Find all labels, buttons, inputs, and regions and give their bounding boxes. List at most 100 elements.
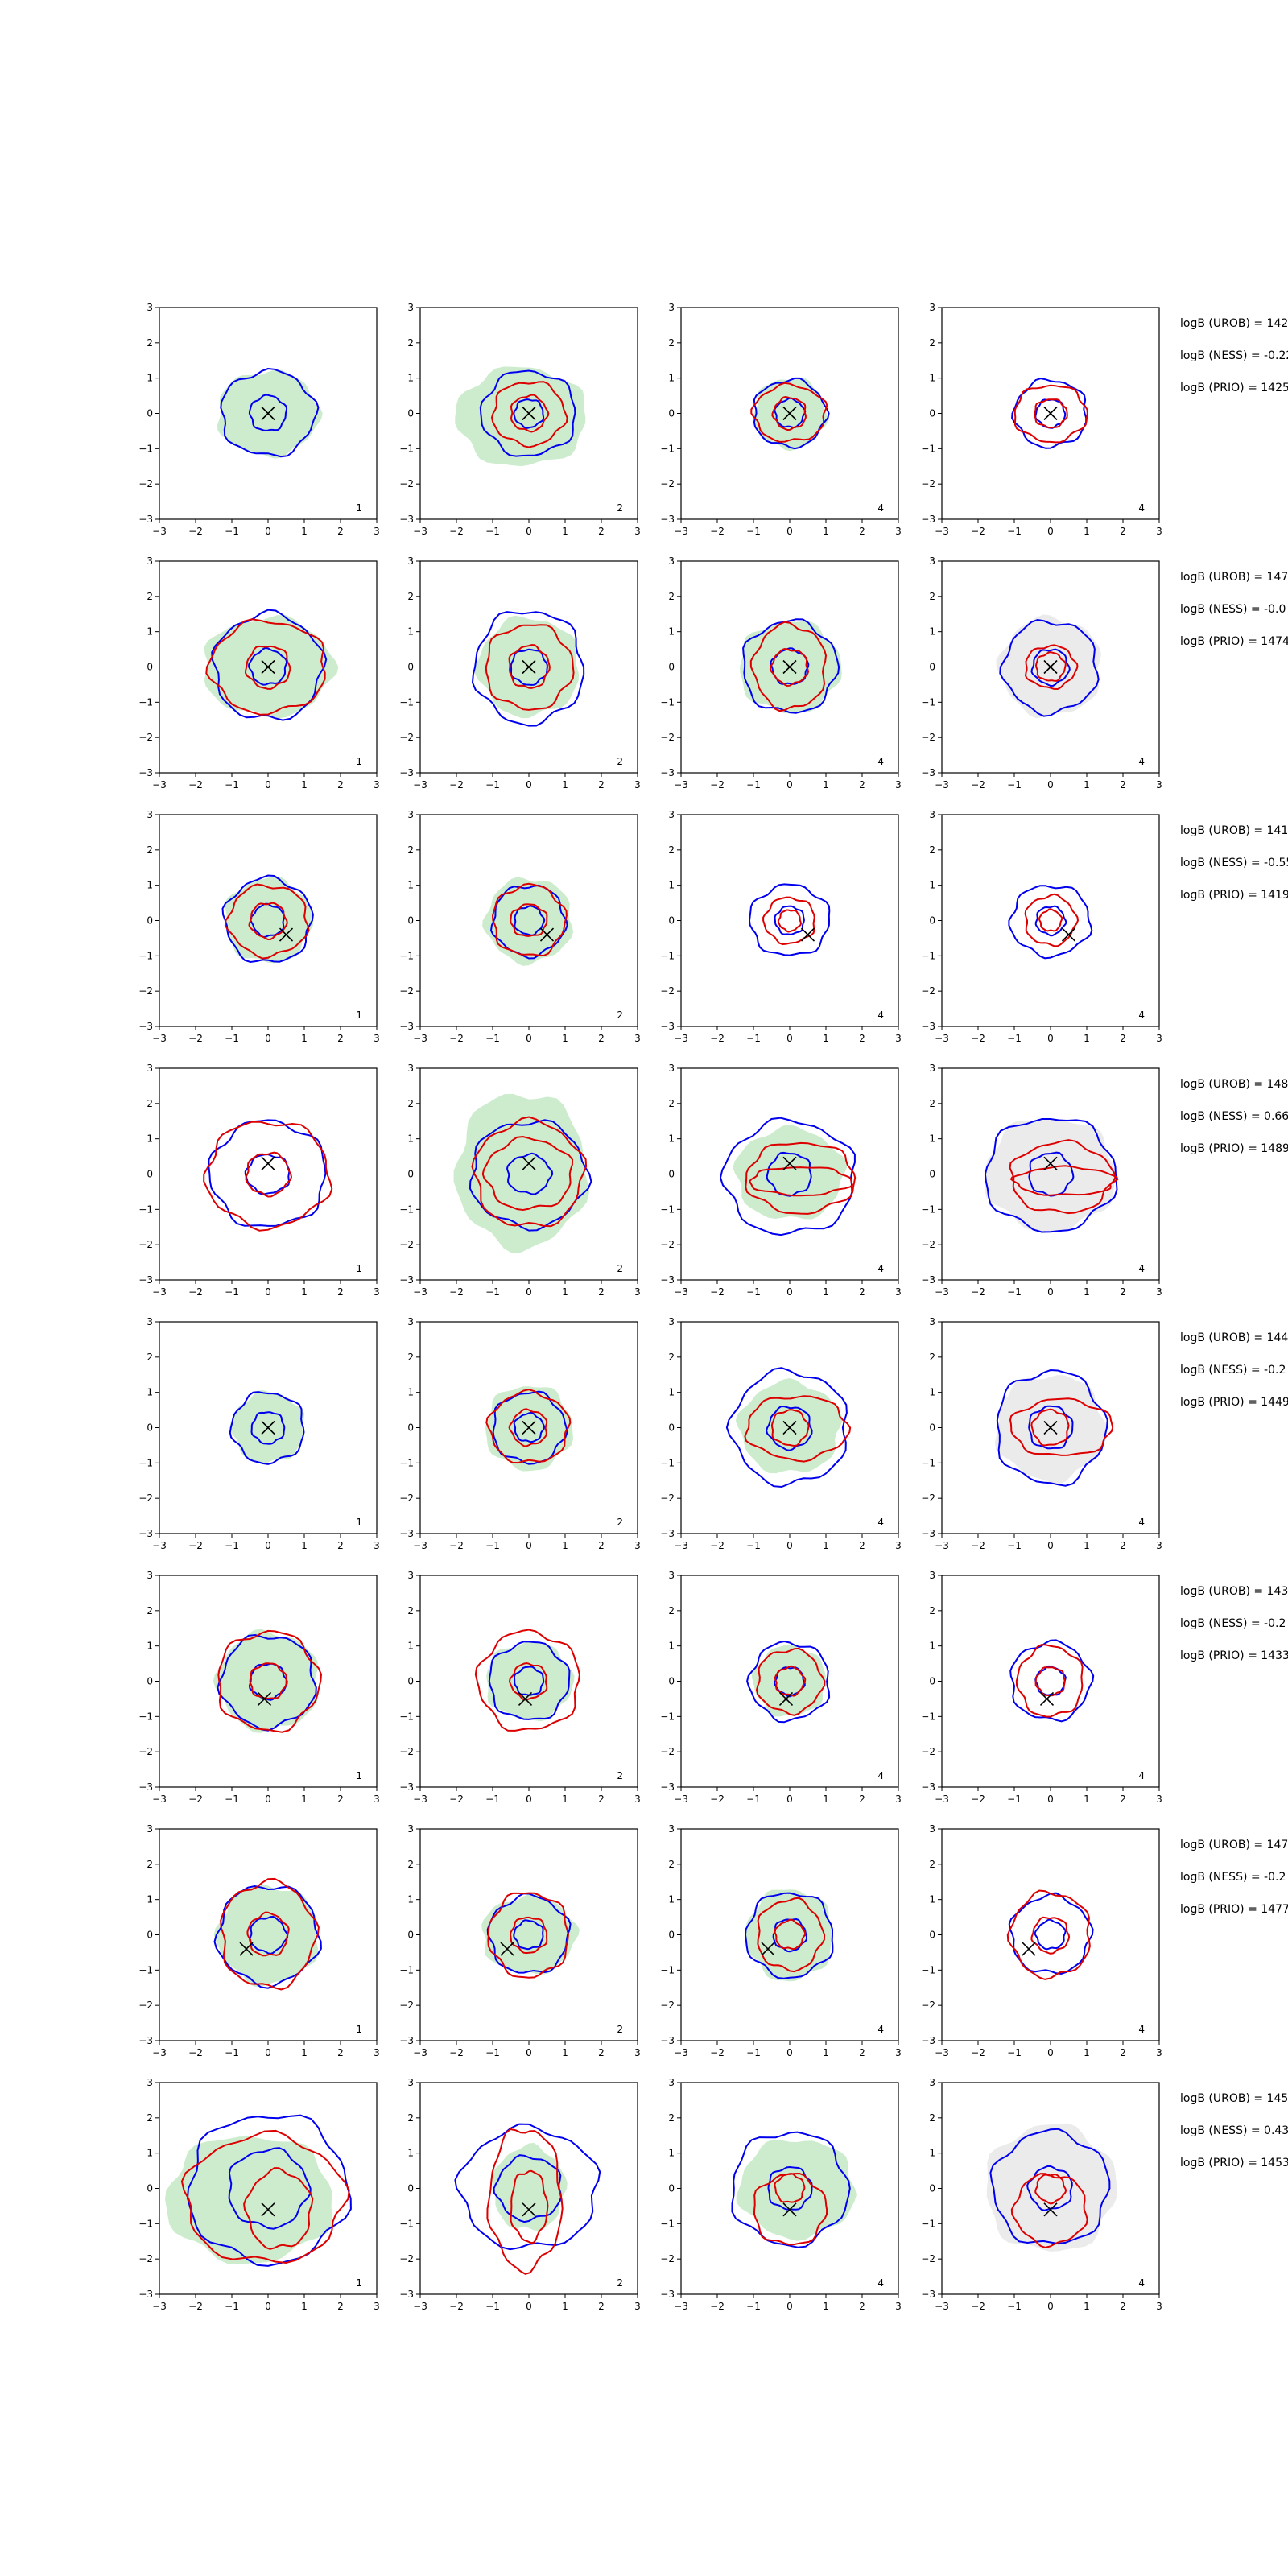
y-tick-label: −3 [921, 2035, 935, 2046]
x-tick-label: −2 [971, 1286, 985, 1298]
x-tick-label: 2 [337, 2301, 344, 2312]
y-tick-label: 0 [407, 408, 414, 419]
x-tick-label: 0 [786, 1540, 793, 1551]
logb-text-3: logB (PRIO) = 1474 [1180, 635, 1288, 648]
red-contour-1 [749, 621, 828, 712]
x-tick-label: 1 [301, 526, 308, 537]
y-tick-label: −1 [921, 1203, 935, 1215]
y-tick-label: −2 [660, 2253, 675, 2264]
y-tick-label: 3 [668, 1063, 675, 1074]
y-tick-label: 2 [147, 591, 153, 602]
red-contour-2 [774, 1665, 807, 1697]
y-tick-label: −1 [138, 696, 153, 708]
y-tick-label: 2 [929, 337, 935, 349]
subplot-r1-c2: −3 −2 −1 0 1 2 3 −3 −2 −1 0 1 2 3 2 [399, 302, 641, 537]
y-tick-label: 3 [147, 555, 153, 567]
y-tick-label: 0 [668, 1930, 675, 1941]
x-tick-label: −1 [485, 1794, 500, 1805]
y-tick-label: 1 [407, 626, 414, 638]
x-tick-label: 2 [337, 779, 344, 791]
blue-contour-2 [493, 2154, 563, 2223]
y-tick-label: 0 [929, 1930, 935, 1941]
subplot-r2-c2: −3 −2 −1 0 1 2 3 −3 −2 −1 0 1 2 3 2 [399, 555, 641, 791]
x-tick-label: −2 [971, 526, 985, 537]
x-tick-label: −2 [710, 1033, 724, 1044]
subplot-r1-c1: −3 −2 −1 0 1 2 3 −3 −2 −1 0 1 2 3 1 [138, 302, 380, 537]
panel-label: 1 [356, 502, 362, 514]
y-tick-label: −2 [138, 985, 153, 997]
subplot-r2-c4: −3 −2 −1 0 1 2 3 −3 −2 −1 0 1 2 3 4 [921, 555, 1162, 791]
y-tick-label: 0 [407, 1676, 414, 1687]
x-tick-label: −2 [710, 2047, 724, 2058]
y-tick-label: 2 [668, 337, 675, 349]
x-tick-label: 0 [1047, 1033, 1054, 1044]
y-tick-label: −1 [660, 950, 675, 961]
y-tick-label: 0 [929, 408, 935, 419]
red-contour-2 [769, 647, 810, 687]
y-tick-label: −1 [921, 1711, 935, 1722]
x-tick-label: −2 [188, 779, 203, 791]
x-tick-label: 0 [526, 1286, 532, 1298]
x-tick-label: −1 [746, 1033, 761, 1044]
red-contour-2 [510, 903, 548, 937]
x-tick-label: −1 [746, 1540, 761, 1551]
x-tick-label: −1 [485, 1286, 500, 1298]
x-tick-label: −2 [449, 2047, 464, 2058]
x-tick-label: 0 [526, 2047, 532, 2058]
y-tick-label: 1 [929, 626, 935, 638]
red-contour-1 [745, 1141, 857, 1215]
y-tick-label: 1 [668, 2148, 675, 2159]
truth-marker [522, 1420, 536, 1435]
x-tick-label: 0 [786, 2047, 793, 2058]
y-tick-label: 1 [147, 1133, 153, 1145]
x-tick-label: 1 [301, 2301, 308, 2312]
panel-label: 1 [356, 1009, 362, 1021]
x-tick-label: −3 [935, 1286, 949, 1298]
y-tick-label: −3 [921, 2289, 935, 2300]
x-tick-label: −3 [935, 779, 949, 791]
y-tick-label: 1 [407, 373, 414, 384]
x-tick-label: −3 [152, 1033, 167, 1044]
red-contour-1 [757, 1897, 826, 1973]
y-tick-label: −2 [399, 2253, 414, 2264]
x-tick-label: 1 [1084, 1540, 1090, 1551]
subplot-r3-c1: −3 −2 −1 0 1 2 3 −3 −2 −1 0 1 2 3 1 [138, 809, 380, 1044]
x-tick-label: 2 [859, 1794, 865, 1805]
logb-text-2: logB (NESS) = 0.43 [1180, 2124, 1288, 2137]
y-tick-label: 3 [407, 1570, 414, 1581]
subplot-r8-c2: −3 −2 −1 0 1 2 3 −3 −2 −1 0 1 2 3 2 [399, 2077, 641, 2312]
x-tick-label: −2 [449, 1286, 464, 1298]
x-tick-label: −3 [152, 1286, 167, 1298]
blue-contour-1 [220, 367, 320, 458]
red-contour-1 [1006, 1889, 1091, 1980]
y-tick-label: −2 [921, 478, 935, 489]
y-tick-label: 2 [929, 844, 935, 856]
subplot-r7-c4: −3 −2 −1 0 1 2 3 −3 −2 −1 0 1 2 3 4 [921, 1823, 1162, 2058]
blue-contour-2 [1030, 648, 1071, 687]
subplot-r1-c4: −3 −2 −1 0 1 2 3 −3 −2 −1 0 1 2 3 4 [921, 302, 1162, 537]
x-tick-label: −1 [225, 2301, 239, 2312]
y-tick-label: 1 [147, 373, 153, 384]
x-tick-label: 2 [859, 1033, 865, 1044]
y-tick-label: −3 [660, 767, 675, 778]
y-tick-label: −3 [399, 1274, 414, 1286]
truth-marker [1043, 406, 1058, 421]
panel-label: 4 [1138, 1517, 1145, 1528]
x-tick-label: −1 [1007, 2301, 1022, 2312]
y-tick-label: 3 [668, 2077, 675, 2088]
red-contour-1 [486, 2128, 564, 2275]
subplot-r6-c3: −3 −2 −1 0 1 2 3 −3 −2 −1 0 1 2 3 4 [660, 1570, 902, 1805]
gray-density-fill [996, 614, 1101, 719]
blue-contour-1 [471, 611, 585, 727]
truth-marker [782, 2202, 797, 2217]
subplot-r5-c1: −3 −2 −1 0 1 2 3 −3 −2 −1 0 1 2 3 1 [138, 1316, 380, 1551]
y-tick-label: −3 [921, 1528, 935, 1539]
blue-contour-2 [1026, 2165, 1073, 2211]
x-tick-label: −3 [674, 1033, 688, 1044]
blue-contour-1 [731, 2131, 851, 2248]
x-tick-label: −3 [152, 1540, 167, 1551]
y-tick-label: −3 [399, 767, 414, 778]
y-tick-label: −1 [660, 1964, 675, 1975]
x-tick-label: 3 [895, 2301, 902, 2312]
truth-marker [761, 1942, 775, 1956]
